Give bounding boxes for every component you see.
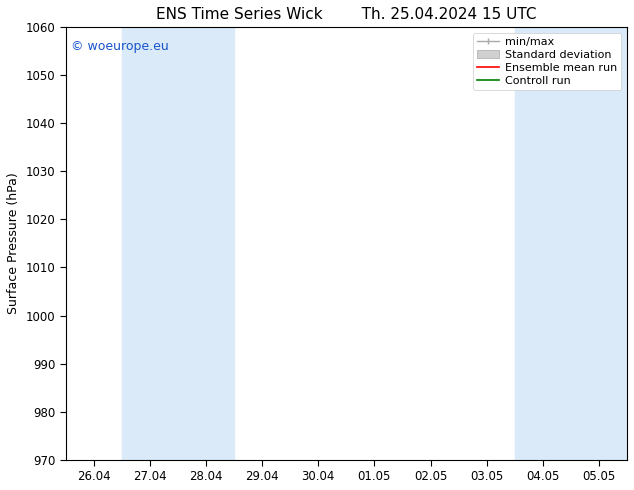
- Legend: min/max, Standard deviation, Ensemble mean run, Controll run: min/max, Standard deviation, Ensemble me…: [472, 33, 621, 90]
- Text: © woeurope.eu: © woeurope.eu: [71, 40, 169, 53]
- Title: ENS Time Series Wick        Th. 25.04.2024 15 UTC: ENS Time Series Wick Th. 25.04.2024 15 U…: [156, 7, 536, 22]
- Bar: [515, 27, 627, 460]
- Bar: [122, 27, 234, 460]
- Y-axis label: Surface Pressure (hPa): Surface Pressure (hPa): [7, 172, 20, 314]
